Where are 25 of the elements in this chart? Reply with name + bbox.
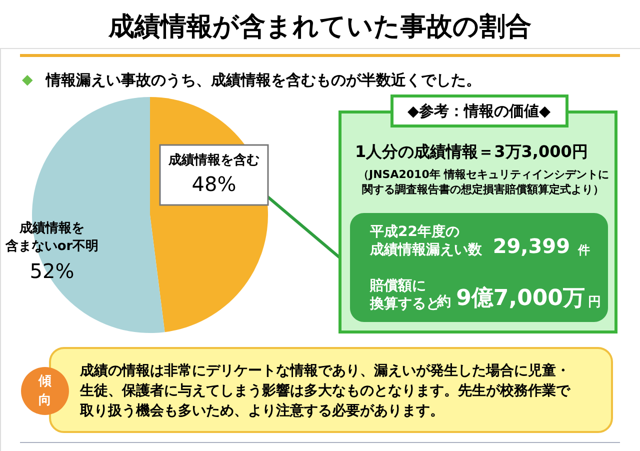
- text: 関する調査報告書の想定損害賠償額算定式より）: [362, 183, 604, 196]
- text: 向: [38, 393, 52, 408]
- text: 傾: [38, 374, 52, 389]
- text: 生徒、保護者に与えてしまう影響は多大なものとなります。先生が校務作業で: [79, 382, 571, 399]
- text: 1人分の成績情報＝3万3,000円: [355, 142, 588, 161]
- text: ◆: [22, 72, 33, 88]
- slice-label: 成績情報を含まないor不明: [4, 221, 99, 254]
- text: 件: [577, 243, 590, 257]
- text: （JNSA2010年 情報セキュリティインシデントに: [358, 168, 610, 181]
- text: 平成22年度の: [369, 223, 460, 240]
- chart-subtitle: 情報漏えい事故のうち、成績情報を含むものが半数近くでした。: [45, 71, 481, 89]
- text: 取り扱う機会も多いため、より注意する必要があります。: [79, 402, 444, 419]
- text: 9億7,000万: [456, 286, 585, 311]
- text: 約: [436, 294, 451, 310]
- text: 円: [588, 295, 601, 310]
- text: 成績の情報は非常にデリケートな情報であり、漏えいが発生した場合に児童・: [79, 362, 570, 379]
- slice-label: 成績情報を含む: [168, 152, 260, 168]
- text: 成績情報漏えい数: [369, 242, 483, 258]
- data-label: 48%: [192, 172, 236, 196]
- text: ◆参考：情報の価値◆: [407, 102, 551, 120]
- text: 賠償額に: [369, 277, 426, 294]
- pie-slice: [32, 97, 165, 333]
- data-label: 52%: [30, 259, 74, 283]
- text: 29,399: [492, 234, 570, 258]
- text: 成績情報が含まれていた事故の割合: [108, 12, 532, 42]
